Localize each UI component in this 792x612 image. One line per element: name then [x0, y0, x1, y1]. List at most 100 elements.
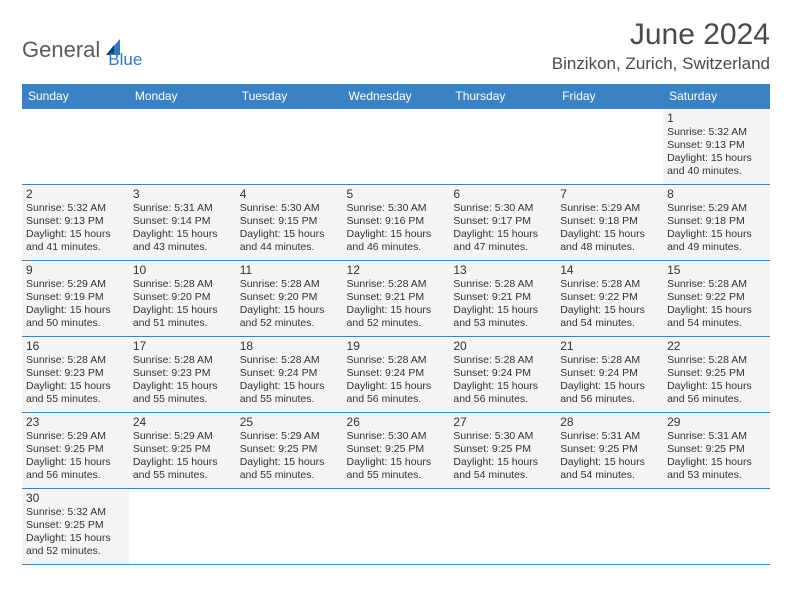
day-cell: 24Sunrise: 5:29 AMSunset: 9:25 PMDayligh…	[129, 413, 236, 489]
day-cell: 9Sunrise: 5:29 AMSunset: 9:19 PMDaylight…	[22, 261, 129, 337]
day-info: Sunrise: 5:28 AMSunset: 9:21 PMDaylight:…	[347, 278, 446, 331]
day-number: 28	[560, 415, 659, 429]
logo-text-blue: Blue	[108, 50, 142, 70]
day-info: Sunrise: 5:31 AMSunset: 9:25 PMDaylight:…	[667, 430, 766, 483]
calendar-row: 9Sunrise: 5:29 AMSunset: 9:19 PMDaylight…	[22, 261, 770, 337]
day-cell: 26Sunrise: 5:30 AMSunset: 9:25 PMDayligh…	[343, 413, 450, 489]
day-info: Sunrise: 5:28 AMSunset: 9:23 PMDaylight:…	[26, 354, 125, 407]
day-number: 30	[26, 491, 125, 505]
header: General Blue June 2024 Binzikon, Zurich,…	[22, 18, 770, 74]
day-number: 29	[667, 415, 766, 429]
day-number: 9	[26, 263, 125, 277]
day-info: Sunrise: 5:30 AMSunset: 9:17 PMDaylight:…	[453, 202, 552, 255]
empty-cell	[556, 489, 663, 565]
calendar-row: 30Sunrise: 5:32 AMSunset: 9:25 PMDayligh…	[22, 489, 770, 565]
empty-cell	[343, 109, 450, 185]
empty-cell	[449, 109, 556, 185]
day-number: 18	[240, 339, 339, 353]
day-cell: 29Sunrise: 5:31 AMSunset: 9:25 PMDayligh…	[663, 413, 770, 489]
weekday-header: Thursday	[449, 84, 556, 109]
day-cell: 14Sunrise: 5:28 AMSunset: 9:22 PMDayligh…	[556, 261, 663, 337]
day-cell: 30Sunrise: 5:32 AMSunset: 9:25 PMDayligh…	[22, 489, 129, 565]
day-number: 14	[560, 263, 659, 277]
day-number: 21	[560, 339, 659, 353]
day-number: 13	[453, 263, 552, 277]
day-number: 26	[347, 415, 446, 429]
empty-cell	[556, 109, 663, 185]
day-info: Sunrise: 5:28 AMSunset: 9:24 PMDaylight:…	[560, 354, 659, 407]
day-number: 2	[26, 187, 125, 201]
day-number: 3	[133, 187, 232, 201]
day-cell: 10Sunrise: 5:28 AMSunset: 9:20 PMDayligh…	[129, 261, 236, 337]
weekday-header: Tuesday	[236, 84, 343, 109]
day-info: Sunrise: 5:28 AMSunset: 9:21 PMDaylight:…	[453, 278, 552, 331]
calendar-row: 23 Sunrise: 5:29 AMSunset: 9:25 PMDayligh…	[22, 413, 770, 489]
day-cell: 4Sunrise: 5:30 AMSunset: 9:15 PMDaylight…	[236, 185, 343, 261]
day-cell: 1Sunrise: 5:32 AMSunset: 9:13 PMDaylight…	[663, 109, 770, 185]
empty-cell	[22, 109, 129, 185]
day-number: 24	[133, 415, 232, 429]
day-cell: 21Sunrise: 5:28 AMSunset: 9:24 PMDayligh…	[556, 337, 663, 413]
day-cell: 25Sunrise: 5:29 AMSunset: 9:25 PMDayligh…	[236, 413, 343, 489]
calendar-body: 1Sunrise: 5:32 AMSunset: 9:13 PMDaylight…	[22, 109, 770, 565]
empty-cell	[343, 489, 450, 565]
weekday-header: Saturday	[663, 84, 770, 109]
calendar-table: SundayMondayTuesdayWednesdayThursdayFrid…	[22, 84, 770, 565]
day-cell: 3Sunrise: 5:31 AMSunset: 9:14 PMDaylight…	[129, 185, 236, 261]
weekday-header: Monday	[129, 84, 236, 109]
day-info: Sunrise: 5:32 AMSunset: 9:13 PMDaylight:…	[667, 126, 766, 179]
day-number: 10	[133, 263, 232, 277]
day-number: 15	[667, 263, 766, 277]
day-info: Sunrise: 5:28 AMSunset: 9:23 PMDaylight:…	[133, 354, 232, 407]
empty-cell	[663, 489, 770, 565]
day-number: 23	[26, 415, 125, 429]
day-cell: 7Sunrise: 5:29 AMSunset: 9:18 PMDaylight…	[556, 185, 663, 261]
day-cell: 11Sunrise: 5:28 AMSunset: 9:20 PMDayligh…	[236, 261, 343, 337]
day-cell: 16Sunrise: 5:28 AMSunset: 9:23 PMDayligh…	[22, 337, 129, 413]
day-number: 12	[347, 263, 446, 277]
day-cell: 2Sunrise: 5:32 AMSunset: 9:13 PMDaylight…	[22, 185, 129, 261]
day-cell: 18Sunrise: 5:28 AMSunset: 9:24 PMDayligh…	[236, 337, 343, 413]
day-info: Sunrise: 5:29 AMSunset: 9:19 PMDaylight:…	[26, 278, 125, 331]
day-number: 16	[26, 339, 125, 353]
day-cell: 12Sunrise: 5:28 AMSunset: 9:21 PMDayligh…	[343, 261, 450, 337]
day-number: 11	[240, 263, 339, 277]
day-info: Sunrise: 5:28 AMSunset: 9:22 PMDaylight:…	[667, 278, 766, 331]
day-cell: 28Sunrise: 5:31 AMSunset: 9:25 PMDayligh…	[556, 413, 663, 489]
day-cell: 22Sunrise: 5:28 AMSunset: 9:25 PMDayligh…	[663, 337, 770, 413]
weekday-header: Sunday	[22, 84, 129, 109]
weekday-header: Wednesday	[343, 84, 450, 109]
day-info: Sunrise: 5:29 AMSunset: 9:25 PMDaylight:…	[240, 430, 339, 483]
day-number: 25	[240, 415, 339, 429]
empty-cell	[129, 489, 236, 565]
day-info: Sunrise: 5:29 AMSunset: 9:18 PMDaylight:…	[667, 202, 766, 255]
day-info: Sunrise: 5:28 AMSunset: 9:24 PMDaylight:…	[240, 354, 339, 407]
day-number: 8	[667, 187, 766, 201]
day-number: 5	[347, 187, 446, 201]
day-info: Sunrise: 5:29 AMSunset: 9:18 PMDaylight:…	[560, 202, 659, 255]
calendar-row: 16Sunrise: 5:28 AMSunset: 9:23 PMDayligh…	[22, 337, 770, 413]
day-info: Sunrise: 5:28 AMSunset: 9:20 PMDaylight:…	[240, 278, 339, 331]
day-info: Sunrise: 5:30 AMSunset: 9:25 PMDaylight:…	[347, 430, 446, 483]
day-info: Sunrise: 5:30 AMSunset: 9:25 PMDaylight:…	[453, 430, 552, 483]
day-info: Sunrise: 5:31 AMSunset: 9:14 PMDaylight:…	[133, 202, 232, 255]
day-number: 7	[560, 187, 659, 201]
day-number: 6	[453, 187, 552, 201]
month-title: June 2024	[552, 18, 770, 52]
day-cell: 19Sunrise: 5:28 AMSunset: 9:24 PMDayligh…	[343, 337, 450, 413]
location: Binzikon, Zurich, Switzerland	[552, 54, 770, 74]
day-number: 17	[133, 339, 232, 353]
day-info: Sunrise: 5:32 AMSunset: 9:25 PMDaylight:…	[26, 506, 125, 559]
day-info: Sunrise: 5:28 AMSunset: 9:22 PMDaylight:…	[560, 278, 659, 331]
day-number: 27	[453, 415, 552, 429]
day-info: Sunrise: 5:32 AMSunset: 9:13 PMDaylight:…	[26, 202, 125, 255]
title-block: June 2024 Binzikon, Zurich, Switzerland	[552, 18, 770, 74]
day-cell: 20Sunrise: 5:28 AMSunset: 9:24 PMDayligh…	[449, 337, 556, 413]
day-info: Sunrise: 5:30 AMSunset: 9:15 PMDaylight:…	[240, 202, 339, 255]
day-number: 19	[347, 339, 446, 353]
day-info: Sunrise: 5:28 AMSunset: 9:24 PMDaylight:…	[347, 354, 446, 407]
logo-text-general: General	[22, 37, 100, 63]
empty-cell	[236, 489, 343, 565]
day-number: 22	[667, 339, 766, 353]
empty-cell	[236, 109, 343, 185]
